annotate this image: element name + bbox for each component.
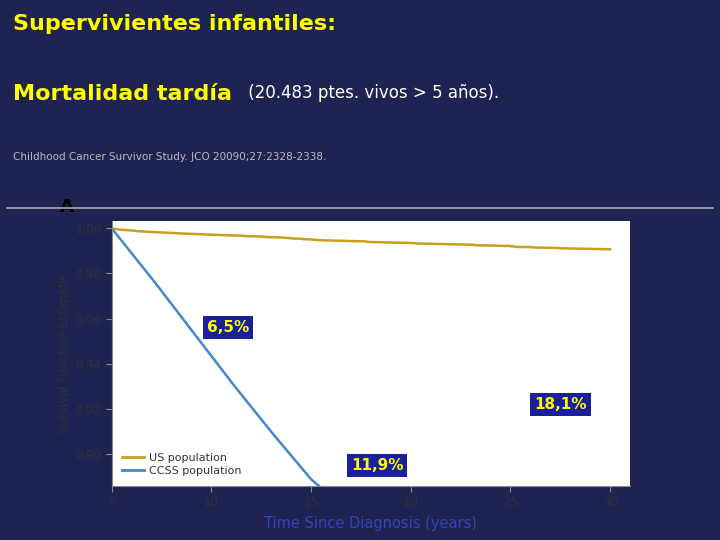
US population: [305, 236, 313, 242]
US population: [469, 241, 478, 248]
US population: [467, 241, 476, 248]
Legend: US population, CCSS population: US population, CCSS population: [117, 448, 246, 481]
CCSS population: [270, 432, 279, 438]
US population: [421, 240, 430, 247]
Line: CCSS population: CCSS population: [112, 228, 610, 540]
CCSS population: [107, 225, 116, 232]
Text: 11,9%: 11,9%: [351, 458, 403, 473]
Line: US population: US population: [112, 228, 610, 249]
Text: Childhood Cancer Survivor Study. JCO 20090;27:2328-2338.: Childhood Cancer Survivor Study. JCO 200…: [13, 152, 326, 163]
US population: [167, 230, 176, 236]
Text: (20.483 ptes. vivos > 5 años).: (20.483 ptes. vivos > 5 años).: [243, 84, 500, 102]
US population: [270, 234, 279, 240]
Text: 18,1%: 18,1%: [534, 397, 587, 412]
CCSS population: [167, 301, 176, 307]
Text: Supervivientes infantiles:: Supervivientes infantiles:: [13, 14, 336, 33]
X-axis label: Time Since Diagnosis (years): Time Since Diagnosis (years): [264, 516, 477, 531]
US population: [107, 225, 116, 232]
Text: A: A: [60, 198, 73, 216]
Text: 6,5%: 6,5%: [207, 320, 250, 335]
Y-axis label: Survival Function Estimate: Survival Function Estimate: [58, 275, 71, 433]
CCSS population: [305, 474, 313, 480]
Text: Mortalidad tardía: Mortalidad tardía: [13, 84, 232, 104]
US population: [606, 246, 614, 253]
